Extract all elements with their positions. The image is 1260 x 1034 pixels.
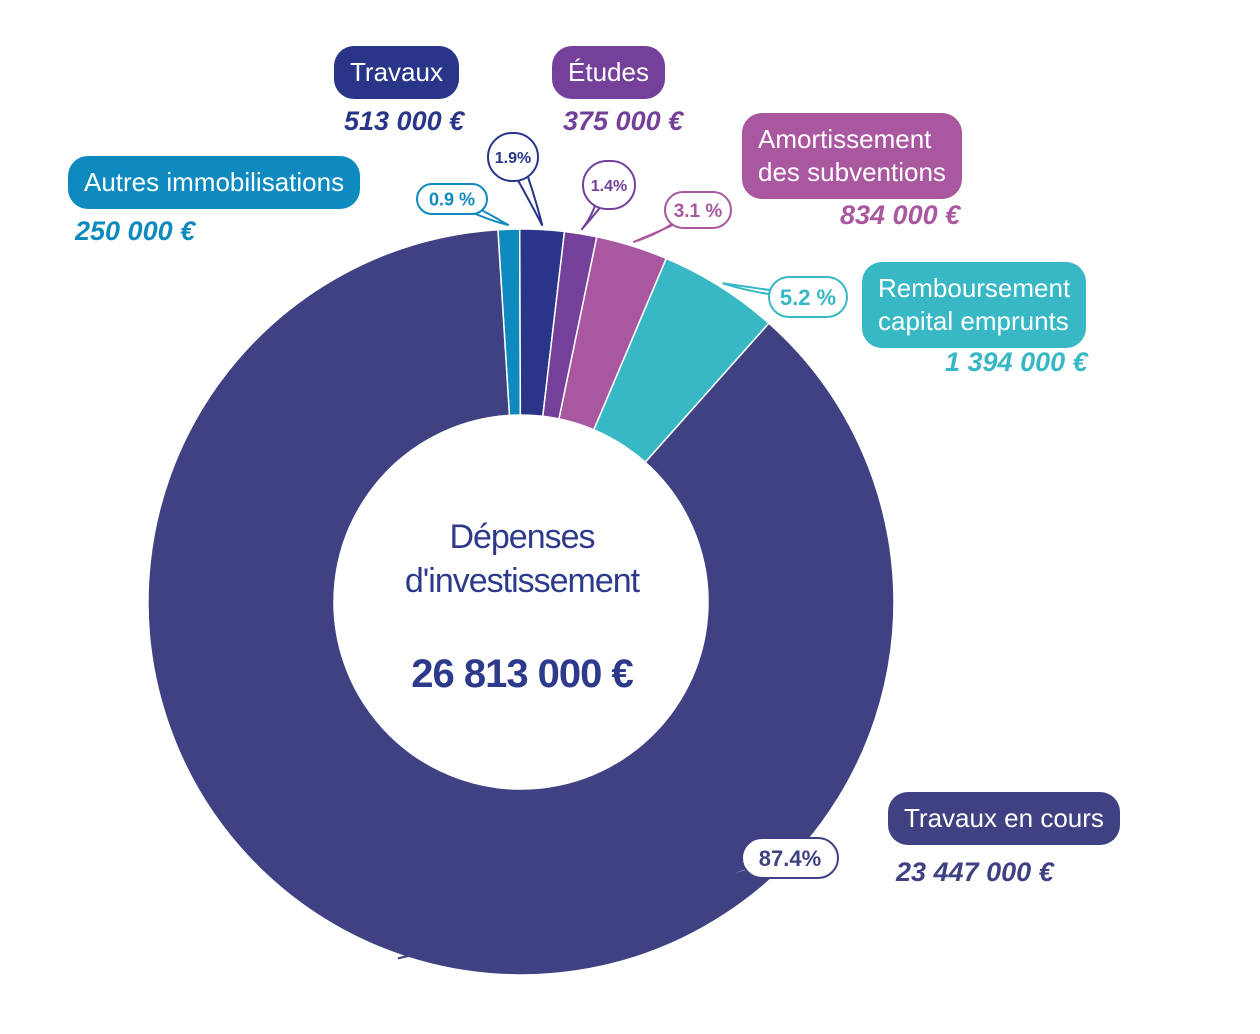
center-total-value: 26 813 000 € — [411, 652, 634, 696]
label-amortissement-line-2: des subventions — [758, 157, 946, 187]
label-remboursement-capital: Remboursement capital emprunts — [862, 262, 1087, 348]
percent-callout-1: 1.9% — [487, 132, 544, 227]
donut-slices — [147, 228, 895, 976]
callout-tail-5 — [397, 857, 799, 960]
percent-callout-5: 87.4% — [397, 837, 839, 960]
center-title-line-1: Dépenses — [449, 518, 595, 556]
label-travaux: Travaux — [334, 46, 459, 99]
amount-amortissement-subventions: 834 000 € — [840, 200, 961, 230]
label-amortissement-subventions: Amortissement des subventions — [742, 113, 962, 199]
amount-autres-immobilisations: 250 000 € — [75, 216, 196, 246]
percent-label-1: 1.9% — [495, 150, 531, 167]
label-autres-immobilisations: Autres immobilisations — [68, 156, 361, 209]
percent-label-0: 0.9 % — [429, 189, 475, 209]
label-remboursement-line-1: Remboursement — [878, 273, 1071, 303]
label-etudes: Études — [552, 46, 665, 99]
callout-bubble-1 — [487, 132, 539, 182]
callout-bubble-5 — [741, 837, 839, 879]
percent-label-5: 87.4% — [759, 846, 821, 871]
percent-callouts: 0.9 % 1.9% 1.4% 3.1 % 5.2 % 87.4% — [397, 132, 848, 960]
percent-label-4: 5.2 % — [780, 285, 836, 310]
label-travaux-en-cours: Travaux en cours — [888, 792, 1120, 845]
percent-callout-2: 1.4% — [580, 160, 636, 231]
center-title-line-2: d'investissement — [404, 562, 640, 600]
percent-label-3: 3.1 % — [674, 201, 723, 222]
percent-callout-4: 5.2 % — [722, 276, 848, 318]
callout-bubble-4 — [768, 276, 848, 318]
percent-callout-3: 3.1 % — [632, 191, 732, 244]
amount-remboursement-capital: 1 394 000 € — [945, 347, 1088, 377]
amount-etudes: 375 000 € — [563, 106, 684, 136]
callout-bubble-3 — [664, 191, 732, 229]
percent-callout-0: 0.9 % — [416, 183, 510, 227]
callout-bubble-0 — [416, 183, 488, 215]
amount-travaux: 513 000 € — [344, 106, 465, 136]
label-remboursement-line-2: capital emprunts — [878, 306, 1069, 336]
label-amortissement-line-1: Amortissement — [758, 124, 932, 154]
callout-bubble-2 — [582, 160, 636, 210]
percent-label-2: 1.4% — [591, 178, 627, 195]
amount-travaux-en-cours: 23 447 000 € — [896, 857, 1054, 887]
